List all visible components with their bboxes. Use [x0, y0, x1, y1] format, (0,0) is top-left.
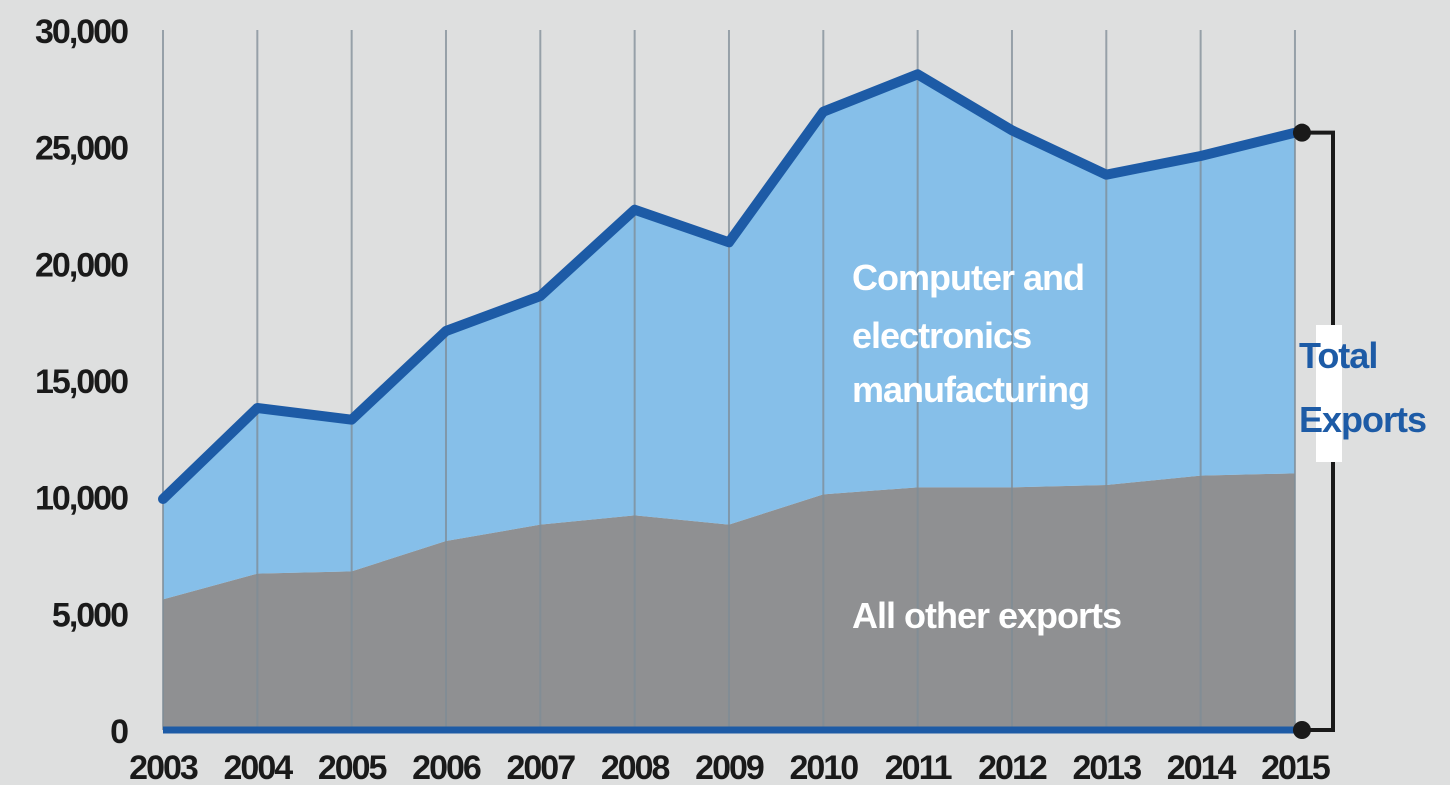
- vertical-gridlines: [162, 30, 1296, 730]
- x-tick-label: 2010: [789, 749, 858, 785]
- bracket-dot-bottom: [1292, 721, 1311, 739]
- x-tick-label: 2006: [412, 749, 481, 785]
- plot-area: [158, 30, 1300, 734]
- x-tick-label: 2008: [601, 749, 670, 785]
- total-label-line-1: Total: [1299, 335, 1377, 376]
- y-tick-label: 25,000: [35, 130, 128, 168]
- total-label-background: [1316, 325, 1342, 462]
- y-tick-label: 10,000: [35, 480, 128, 518]
- y-axis: 0 5,000 10,000 15,000 20,000 25,000 30,000: [35, 13, 130, 751]
- x-tick-label: 2011: [885, 749, 952, 785]
- x-tick-label: 2014: [1167, 749, 1237, 785]
- total-exports-bracket: Total Exports: [1292, 123, 1427, 739]
- total-exports-line: [158, 69, 1300, 504]
- y-tick-label: 20,000: [35, 246, 128, 284]
- x-tick-label: 2003: [129, 749, 198, 785]
- y-tick-label: 30,000: [35, 13, 128, 51]
- y-tick-label: 5,000: [52, 596, 128, 634]
- total-label-line-2: Exports: [1299, 399, 1426, 440]
- x-tick-label: 2013: [1072, 749, 1141, 785]
- x-tick-label: 2005: [318, 749, 387, 785]
- x-tick-label: 2012: [978, 749, 1047, 785]
- x-tick-label: 2009: [695, 749, 764, 785]
- x-axis: 2003 2004 2005 2006 2007 2008 2009 2010 2011 2012…: [129, 749, 1332, 785]
- y-tick-label: 15,000: [35, 363, 128, 401]
- x-tick-label: 2007: [506, 749, 575, 785]
- label-all-other-exports: All other exports: [852, 595, 1121, 636]
- x-tick-label: 2015: [1261, 749, 1330, 785]
- bracket-dot-top: [1292, 123, 1311, 142]
- label-computer-line-1: Computer and: [852, 257, 1084, 298]
- x-tick-label: 2004: [224, 749, 294, 785]
- y-tick-label: 0: [110, 713, 128, 751]
- label-computer-line-2: electronics: [852, 315, 1031, 356]
- label-computer-line-3: manufacturing: [852, 369, 1089, 410]
